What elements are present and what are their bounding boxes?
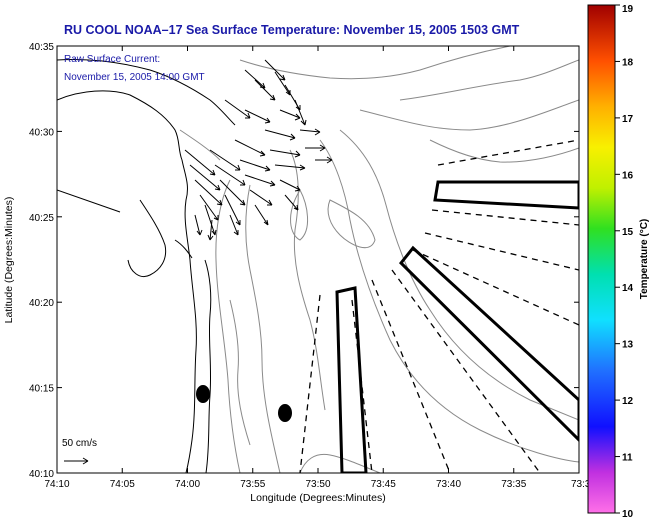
y-axis-label: Latitude (Degrees:Minutes)	[3, 197, 15, 324]
station-marker	[278, 404, 292, 422]
y-tick-label: 40:30	[29, 127, 54, 138]
scale-label: 50 cm/s	[62, 438, 97, 449]
y-tick-label: 40:35	[29, 42, 54, 53]
x-tick-label: 73:40	[436, 479, 461, 490]
colorbar-tick-label: 13	[622, 340, 634, 351]
colorbar	[587, 4, 616, 514]
current-date-label: November 15, 2005 14:00 GMT	[64, 72, 205, 83]
x-tick-label: 73:55	[240, 479, 265, 490]
station-marker	[196, 385, 210, 403]
y-tick-label: 40:20	[29, 298, 54, 309]
y-tick-label: 40:15	[29, 384, 54, 395]
colorbar-tick-label: 17	[622, 114, 634, 125]
x-tick-label: 74:10	[44, 479, 69, 490]
x-tick-label: 73:45	[371, 479, 396, 490]
colorbar-tick-label: 18	[622, 57, 634, 68]
x-axis-ticks: 74:10 74:05 74:00 73:55 73:50 73:45 73:40 73:35…	[44, 46, 591, 490]
x-tick-label: 74:00	[175, 479, 200, 490]
x-axis-label: Longitude (Degrees:Minutes)	[250, 492, 385, 504]
radar-radial-lines	[299, 139, 579, 473]
y-tick-label: 40:10	[29, 469, 54, 480]
colorbar-tick-label: 11	[622, 453, 633, 464]
y-axis-ticks: 40:35 40:30 40:25 40:20 40:15 40:10	[29, 42, 579, 480]
figure-title: RU COOL NOAA–17 Sea Surface Temperature:…	[64, 23, 520, 37]
current-label: Raw Surface Current:	[64, 54, 160, 65]
x-tick-label: 73:35	[501, 479, 526, 490]
bathymetry-contours	[179, 46, 579, 473]
y-tick-label: 40:25	[29, 213, 54, 224]
x-tick-label: 73:50	[305, 479, 330, 490]
colorbar-tick-label: 14	[622, 283, 634, 294]
x-tick-label: 74:05	[110, 479, 135, 490]
colorbar-tick-label: 16	[622, 170, 634, 181]
coastline	[57, 59, 236, 473]
radar-sectors	[335, 180, 579, 473]
plot-frame	[56, 45, 580, 474]
map-content: Raw Surface Current: November 15, 2005 1…	[57, 46, 579, 473]
scale-arrow	[64, 457, 89, 465]
colorbar-tick-label: 10	[622, 509, 634, 519]
x-tick-label: 73:3	[571, 479, 591, 490]
colorbar-ticks: 19 18 17 16 15 14 13 12 11 10	[615, 4, 634, 519]
current-vectors	[184, 59, 333, 241]
colorbar-tick-label: 19	[622, 4, 634, 15]
colorbar-label: Temperature (°C)	[639, 219, 650, 300]
colorbar-tick-label: 15	[622, 227, 634, 238]
colorbar-tick-label: 12	[622, 396, 634, 407]
